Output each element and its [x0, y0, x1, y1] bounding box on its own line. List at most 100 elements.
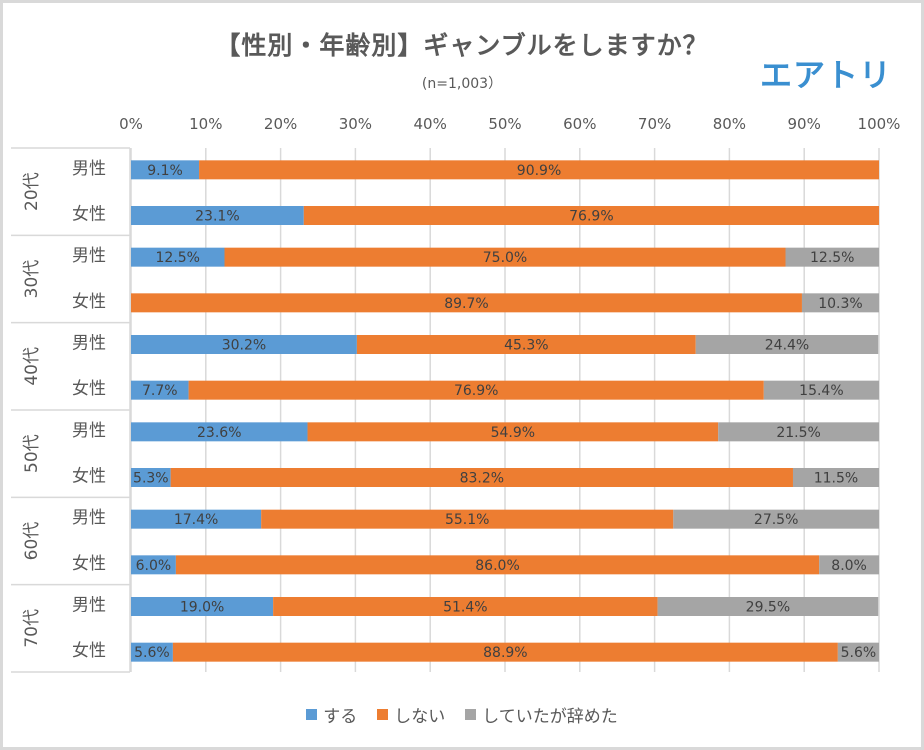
x-tick-label: 10% [189, 115, 222, 133]
sex-label: 男性 [72, 508, 106, 528]
bar-segment [763, 380, 879, 400]
x-tick-label: 30% [339, 115, 372, 133]
bar-segment [170, 468, 793, 487]
data-label: 12.5% [810, 250, 854, 266]
data-label: 88.9% [483, 645, 527, 661]
bar-segment [224, 247, 786, 267]
data-label: 83.2% [460, 471, 504, 487]
age-group-label: 60代 [22, 522, 42, 561]
data-label: 45.3% [504, 338, 548, 354]
value-labels: 9.1% 90.9% 23.1% 76.9% 12.5% 75.0% 12.5% 89.7% 1… [133, 163, 876, 661]
bar-segment [131, 422, 308, 442]
legend-label: する [323, 707, 358, 727]
chart-title: 【性別・年齢別】ギャンブルをしますか？ [215, 31, 709, 60]
bar-segment [131, 335, 357, 354]
bar-segment [837, 642, 879, 662]
data-label: 19.0% [180, 600, 224, 616]
bar-segment [819, 555, 879, 575]
data-label: 27.5% [754, 512, 798, 528]
bar-segment [131, 247, 225, 267]
x-tick-label: 0% [119, 115, 143, 133]
data-label: 17.4% [174, 512, 218, 528]
data-label: 23.1% [195, 209, 239, 225]
sex-label: 男性 [72, 334, 106, 354]
x-tick-label: 40% [414, 115, 447, 133]
bar-segment [261, 509, 674, 529]
legend-label: しない [394, 707, 446, 727]
bar-segment [792, 468, 879, 487]
data-label: 7.7% [142, 383, 178, 399]
x-tick-label: 100% [858, 115, 901, 133]
bar-segment [175, 555, 820, 575]
bar-segment [131, 509, 262, 529]
data-label: 9.1% [147, 163, 183, 179]
legend-label: していたが辞めた [482, 707, 618, 727]
sex-label: 女性 [72, 379, 106, 399]
sex-label: 女性 [72, 205, 106, 225]
age-group-label: 70代 [22, 609, 42, 648]
brand-logo: エアトリ [760, 56, 893, 94]
bar-segment [695, 335, 879, 354]
bar-segment [303, 206, 880, 225]
data-label: 24.4% [765, 338, 809, 354]
bar-segment [131, 555, 176, 575]
data-label: 12.5% [156, 250, 200, 266]
bar-segment [131, 160, 200, 180]
bar-segment [131, 206, 304, 225]
legend-item: する [306, 702, 357, 727]
legend-swatch [306, 709, 318, 720]
data-label: 29.5% [746, 600, 790, 616]
data-label: 54.9% [491, 425, 535, 441]
data-label: 15.4% [799, 383, 843, 399]
data-label: 90.9% [517, 163, 561, 179]
data-label: 11.5% [814, 471, 858, 487]
bar-segment [657, 597, 879, 616]
data-label: 89.7% [444, 296, 488, 312]
bar-segment [307, 422, 719, 442]
sex-label: 男性 [72, 246, 106, 266]
sex-label: 男性 [72, 596, 106, 616]
sex-label: 女性 [72, 554, 106, 574]
bar-segment [801, 293, 879, 313]
age-group-label: 30代 [22, 260, 42, 299]
bar-segment [131, 380, 189, 400]
data-label: 30.2% [222, 338, 266, 354]
data-label: 5.3% [133, 471, 169, 487]
bar-segment [273, 597, 658, 616]
legend-item: していたが辞めた [465, 702, 618, 727]
age-group-label: 20代 [22, 172, 42, 211]
data-label: 75.0% [483, 250, 527, 266]
bar-segment [131, 642, 173, 662]
bar-segment [131, 597, 274, 616]
x-tick-label: 90% [788, 115, 821, 133]
data-label: 5.6% [134, 645, 170, 661]
data-label: 23.6% [197, 425, 241, 441]
x-tick-label: 70% [638, 115, 671, 133]
chart-subtitle: (n=1,003） [421, 76, 503, 92]
age-group-label: 50代 [22, 434, 42, 473]
x-tick-label: 80% [713, 115, 746, 133]
gridlines [130, 148, 880, 672]
x-tick-label: 60% [563, 115, 596, 133]
category-table: 20代男性女性30代男性女性40代男性女性50代男性女性60代男性女性70代男性… [11, 147, 131, 673]
data-label: 51.4% [443, 600, 487, 616]
bar-segment [131, 468, 171, 487]
data-label: 6.0% [136, 558, 172, 574]
data-label: 8.0% [831, 558, 867, 574]
legend: する しない していたが辞めた [0, 702, 924, 727]
bar-segment [131, 293, 802, 313]
sex-label: 女性 [72, 467, 106, 487]
age-group-label: 40代 [22, 347, 42, 386]
bar-segment [356, 335, 696, 354]
bar-segment [673, 509, 879, 529]
x-tick-label: 20% [264, 115, 297, 133]
sex-label: 女性 [72, 641, 106, 661]
data-label: 76.9% [454, 383, 498, 399]
bar-segment [172, 642, 838, 662]
x-tick-label: 50% [488, 115, 521, 133]
sex-label: 女性 [72, 292, 106, 312]
sex-label: 男性 [72, 159, 106, 179]
bars [131, 160, 880, 662]
data-label: 21.5% [776, 425, 820, 441]
